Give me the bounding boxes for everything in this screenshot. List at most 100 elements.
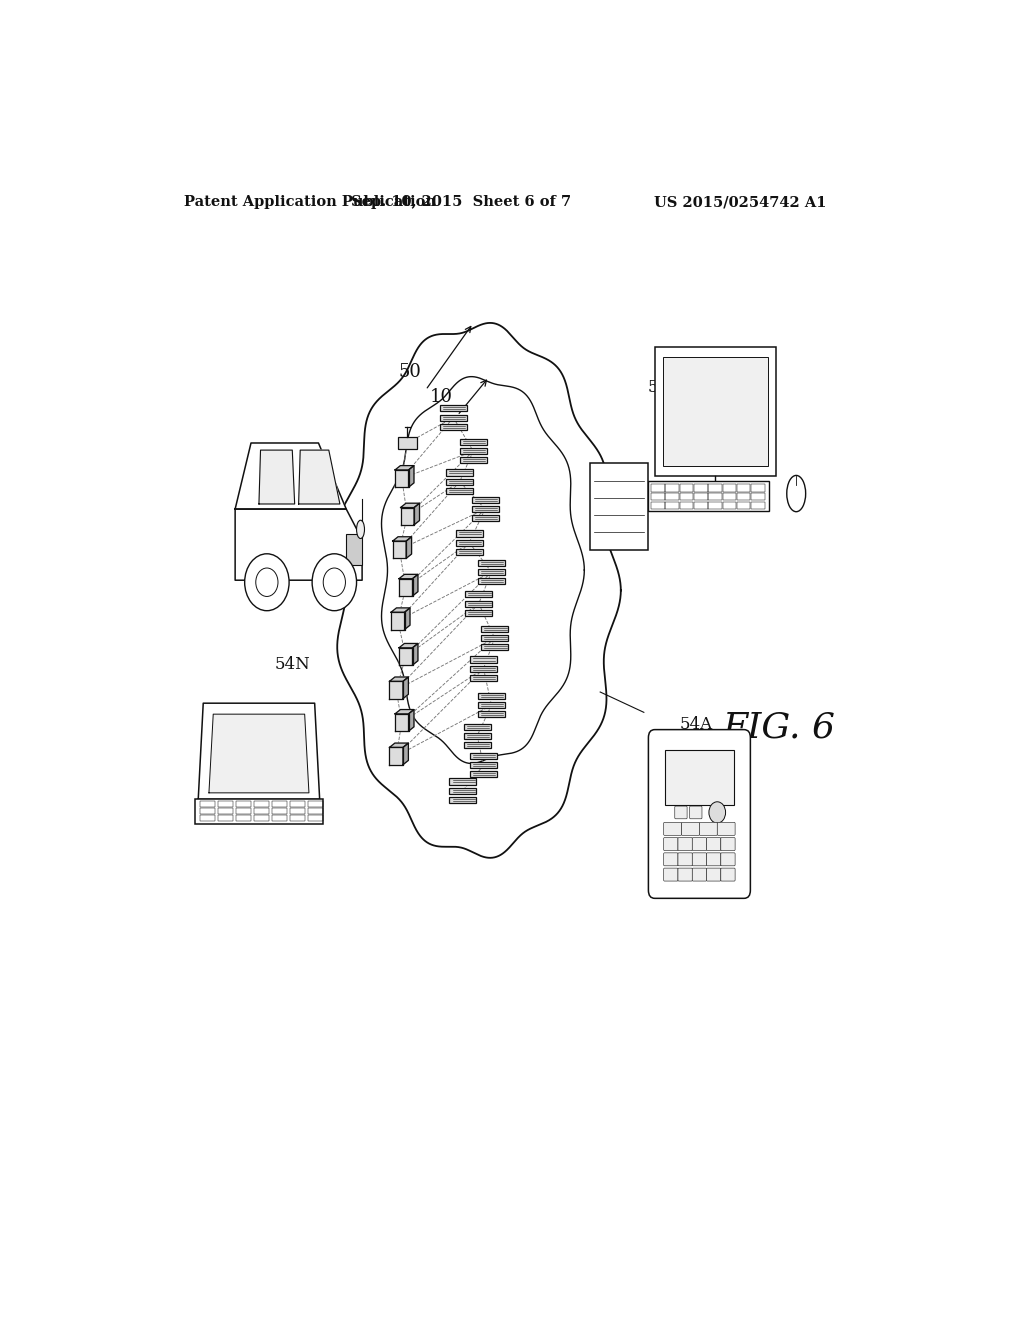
Polygon shape xyxy=(299,450,340,504)
FancyBboxPatch shape xyxy=(460,457,486,463)
Polygon shape xyxy=(399,578,413,595)
Text: 54B: 54B xyxy=(648,379,681,396)
Polygon shape xyxy=(413,574,418,595)
Polygon shape xyxy=(395,714,409,731)
Circle shape xyxy=(245,554,289,611)
FancyBboxPatch shape xyxy=(440,424,467,430)
Polygon shape xyxy=(413,643,418,665)
FancyBboxPatch shape xyxy=(440,405,467,412)
FancyBboxPatch shape xyxy=(707,853,721,866)
Polygon shape xyxy=(400,503,420,507)
Circle shape xyxy=(312,554,356,611)
FancyBboxPatch shape xyxy=(678,869,692,880)
FancyBboxPatch shape xyxy=(465,591,493,598)
FancyBboxPatch shape xyxy=(397,437,417,449)
FancyBboxPatch shape xyxy=(460,447,486,454)
FancyBboxPatch shape xyxy=(478,702,505,709)
FancyBboxPatch shape xyxy=(664,853,678,866)
FancyBboxPatch shape xyxy=(478,569,505,576)
FancyBboxPatch shape xyxy=(682,822,699,836)
Polygon shape xyxy=(395,710,414,714)
FancyBboxPatch shape xyxy=(446,479,473,484)
Polygon shape xyxy=(236,510,362,581)
FancyBboxPatch shape xyxy=(472,496,499,503)
FancyBboxPatch shape xyxy=(456,540,482,545)
Polygon shape xyxy=(389,743,409,747)
Polygon shape xyxy=(414,503,420,525)
Polygon shape xyxy=(389,747,403,764)
FancyBboxPatch shape xyxy=(481,635,508,642)
FancyBboxPatch shape xyxy=(440,414,467,421)
FancyBboxPatch shape xyxy=(692,869,707,880)
FancyBboxPatch shape xyxy=(460,440,486,445)
FancyBboxPatch shape xyxy=(699,822,717,836)
FancyBboxPatch shape xyxy=(664,869,678,880)
FancyBboxPatch shape xyxy=(470,656,497,663)
FancyBboxPatch shape xyxy=(665,750,734,805)
Polygon shape xyxy=(404,609,410,630)
FancyBboxPatch shape xyxy=(678,838,692,850)
Text: 54N: 54N xyxy=(274,656,310,673)
FancyBboxPatch shape xyxy=(654,347,776,477)
Polygon shape xyxy=(409,710,414,731)
FancyBboxPatch shape xyxy=(450,779,476,784)
Polygon shape xyxy=(395,470,409,487)
Polygon shape xyxy=(403,743,409,764)
FancyBboxPatch shape xyxy=(470,665,497,672)
FancyBboxPatch shape xyxy=(456,549,482,554)
Text: Patent Application Publication: Patent Application Publication xyxy=(183,195,435,209)
Polygon shape xyxy=(407,537,412,558)
FancyBboxPatch shape xyxy=(707,869,721,880)
Text: 54A: 54A xyxy=(680,715,713,733)
FancyBboxPatch shape xyxy=(717,822,735,836)
Polygon shape xyxy=(400,507,414,525)
FancyBboxPatch shape xyxy=(692,838,707,850)
FancyBboxPatch shape xyxy=(648,730,751,899)
FancyBboxPatch shape xyxy=(470,771,497,777)
FancyBboxPatch shape xyxy=(648,480,769,511)
Circle shape xyxy=(709,801,726,824)
FancyBboxPatch shape xyxy=(456,531,482,536)
Polygon shape xyxy=(337,323,621,858)
FancyBboxPatch shape xyxy=(721,869,735,880)
Polygon shape xyxy=(395,466,414,470)
FancyBboxPatch shape xyxy=(675,807,687,818)
FancyBboxPatch shape xyxy=(450,797,476,803)
Polygon shape xyxy=(403,677,409,698)
Polygon shape xyxy=(209,714,309,793)
FancyBboxPatch shape xyxy=(478,578,505,585)
Polygon shape xyxy=(389,677,409,681)
Polygon shape xyxy=(399,648,413,665)
Polygon shape xyxy=(391,609,410,612)
FancyBboxPatch shape xyxy=(446,470,473,475)
FancyBboxPatch shape xyxy=(470,675,497,681)
Text: Sep. 10, 2015  Sheet 6 of 7: Sep. 10, 2015 Sheet 6 of 7 xyxy=(351,195,571,209)
FancyBboxPatch shape xyxy=(690,807,702,818)
Text: 10: 10 xyxy=(430,388,453,407)
Text: FIG. 6: FIG. 6 xyxy=(722,710,836,744)
FancyBboxPatch shape xyxy=(478,711,505,718)
Polygon shape xyxy=(392,541,407,558)
FancyBboxPatch shape xyxy=(707,838,721,850)
FancyBboxPatch shape xyxy=(472,515,499,521)
FancyBboxPatch shape xyxy=(465,601,493,607)
Polygon shape xyxy=(399,643,418,648)
FancyBboxPatch shape xyxy=(663,356,768,466)
FancyBboxPatch shape xyxy=(470,762,497,768)
Ellipse shape xyxy=(356,520,365,539)
FancyBboxPatch shape xyxy=(481,626,508,632)
FancyBboxPatch shape xyxy=(664,822,682,836)
FancyBboxPatch shape xyxy=(692,853,707,866)
Polygon shape xyxy=(409,466,414,487)
Polygon shape xyxy=(392,537,412,541)
FancyBboxPatch shape xyxy=(591,463,648,549)
Text: 54C: 54C xyxy=(231,715,265,733)
FancyBboxPatch shape xyxy=(478,560,505,566)
Text: US 2015/0254742 A1: US 2015/0254742 A1 xyxy=(654,195,826,209)
FancyBboxPatch shape xyxy=(721,838,735,850)
FancyBboxPatch shape xyxy=(450,788,476,793)
FancyBboxPatch shape xyxy=(195,799,324,824)
FancyBboxPatch shape xyxy=(465,610,493,615)
Ellipse shape xyxy=(786,475,806,512)
Polygon shape xyxy=(259,450,295,504)
